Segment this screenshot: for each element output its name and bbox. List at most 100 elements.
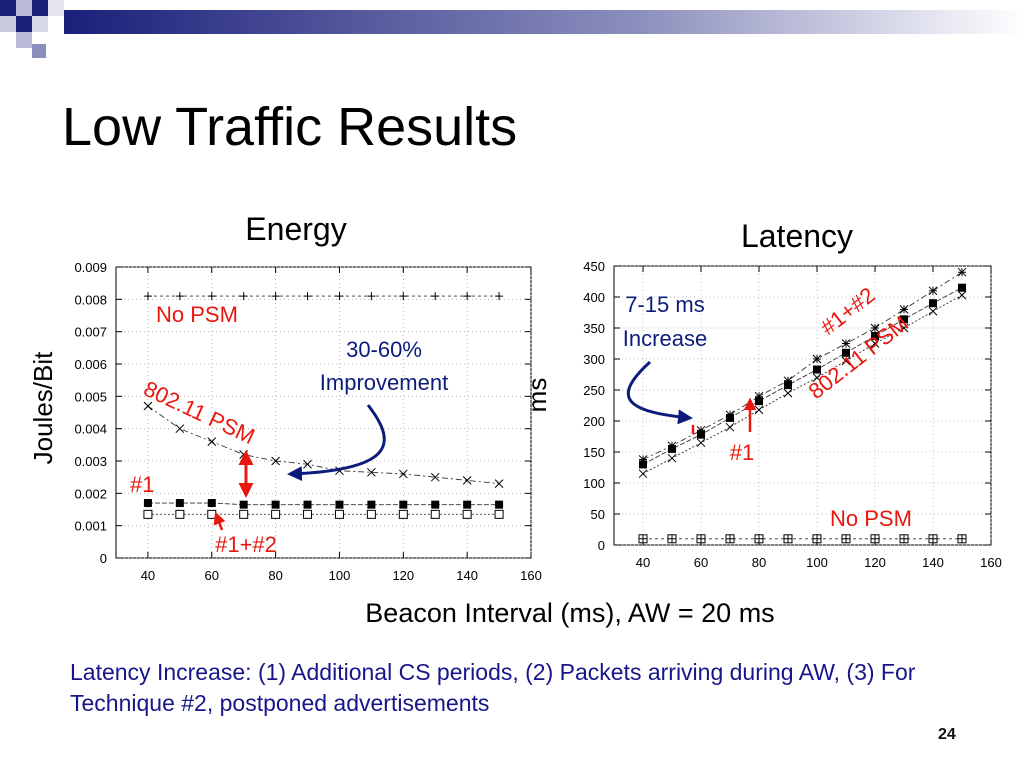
energy-y-tick-label: 0.008 <box>74 292 107 307</box>
energy-y-tick-label: 0.001 <box>74 519 107 534</box>
latency-point-802-11-psm <box>667 453 677 463</box>
latency-y-tick-label: 150 <box>583 445 605 460</box>
energy-point-no-psm <box>367 292 376 301</box>
latency-point-1-2 <box>754 391 764 401</box>
energy-point-1-2 <box>175 509 185 519</box>
energy-point-no-psm <box>495 292 504 301</box>
energy-x-tick-label: 40 <box>141 568 155 583</box>
improvement-label-line1: 30-60% <box>346 337 422 362</box>
latency-point-no-psm <box>696 534 706 544</box>
energy-point-1 <box>239 500 248 509</box>
latency-point-1 <box>958 283 966 292</box>
latency-point-1 <box>871 332 879 341</box>
energy-point-1-2 <box>366 509 376 519</box>
latency-x-tick-label: 140 <box>922 555 944 570</box>
energy-chart: Energy Joules/Bit 00.0010.0020.0030.0040… <box>28 211 542 583</box>
latency-point-1 <box>784 381 792 390</box>
energy-y-tick-label: 0.006 <box>74 357 107 372</box>
latency-point-no-psm <box>667 534 677 544</box>
corner-decoration <box>0 0 1024 58</box>
latency-x-tick-label: 100 <box>806 555 828 570</box>
latency-point-802-11-psm <box>725 422 735 432</box>
energy-plot-frame <box>115 266 532 559</box>
energy-series-line-1 <box>147 502 500 506</box>
energy-point-1 <box>303 500 312 509</box>
latency-point-1-2 <box>783 376 793 386</box>
slide-title: Low Traffic Results <box>62 97 518 157</box>
latency-point-802-11-psm <box>928 306 938 316</box>
energy-point-no-psm <box>399 292 408 301</box>
latency-point-1 <box>668 444 676 453</box>
energy-y-tick-label: 0.003 <box>74 454 107 469</box>
latency-y-tick-label: 350 <box>583 321 605 336</box>
latency-x-tick-label: 60 <box>694 555 708 570</box>
energy-point-1-2 <box>143 509 153 519</box>
energy-point-no-psm <box>303 292 312 301</box>
energy-point-1 <box>207 499 216 508</box>
energy-y-tick-label: 0.007 <box>74 325 107 340</box>
latency-point-802-11-psm <box>870 339 880 348</box>
latency-point-802-11-psm <box>812 373 822 382</box>
energy-point-1 <box>175 499 184 508</box>
energy-point-1-2 <box>207 509 217 519</box>
energy-y-tick-label: 0.005 <box>74 389 107 404</box>
latency-point-802-11-psm <box>754 405 764 415</box>
latency-series-line-1-2 <box>642 271 963 460</box>
latency-point-no-psm <box>754 534 764 544</box>
energy-x-tick-label: 60 <box>205 568 219 583</box>
footnote-text: Latency Increase: (1) Additional CS peri… <box>70 659 916 716</box>
charts-area: Energy Joules/Bit 00.0010.0020.0030.0040… <box>28 211 1002 583</box>
latency-point-1-2 <box>870 323 880 333</box>
latency-y-tick-label: 200 <box>583 414 605 429</box>
latency-point-1 <box>900 315 908 324</box>
latency-point-no-psm <box>841 534 851 544</box>
latency-point-1-2 <box>841 339 851 348</box>
energy-point-no-psm <box>463 292 472 301</box>
energy-point-1 <box>335 500 344 509</box>
energy-x-tick-label: 100 <box>329 568 351 583</box>
latency-point-no-psm <box>783 534 793 544</box>
latency-y-tick-label: 400 <box>583 290 605 305</box>
improvement-label-line2: Improvement <box>320 370 448 395</box>
energy-point-no-psm <box>143 292 152 301</box>
latency-y-tick-label: 450 <box>583 259 605 274</box>
latency-y-axis-label: ms <box>522 378 552 413</box>
energy-point-no-psm <box>175 292 184 301</box>
latency-point-1-2 <box>812 354 822 364</box>
energy-point-1-2 <box>239 509 249 519</box>
latency-n1-label: #1 <box>730 440 754 465</box>
energy-point-1-2 <box>462 509 472 519</box>
energy-x-tick-label: 120 <box>392 568 414 583</box>
energy-x-tick-label: 160 <box>520 568 542 583</box>
latency-point-802-11-psm <box>638 469 648 479</box>
energy-point-no-psm <box>271 292 280 301</box>
latency-point-no-psm <box>812 534 822 544</box>
energy-point-1-2 <box>334 509 344 519</box>
energy-y-tick-label: 0.009 <box>74 260 107 275</box>
energy-point-1-2 <box>494 509 504 519</box>
latency-point-no-psm <box>725 534 735 544</box>
latency-y-tick-label: 100 <box>583 476 605 491</box>
latency-point-no-psm <box>899 534 909 544</box>
latency-point-1 <box>813 365 821 374</box>
energy-point-802-11-psm <box>494 479 504 488</box>
energy-point-802-11-psm <box>271 456 280 466</box>
latency-point-1 <box>726 413 734 422</box>
increase-arrow <box>626 360 693 425</box>
latency-y-tick-label: 50 <box>591 507 605 522</box>
energy-point-802-11-psm <box>143 401 153 411</box>
energy-point-1 <box>399 500 408 509</box>
latency-point-1-2 <box>638 455 648 464</box>
energy-point-802-11-psm <box>367 467 376 477</box>
energy-no-psm-label: No PSM <box>156 302 238 327</box>
energy-point-1 <box>495 500 504 509</box>
energy-point-no-psm <box>207 292 216 301</box>
latency-series-line-1 <box>642 287 963 465</box>
latency-x-tick-label: 160 <box>980 555 1002 570</box>
latency-x-tick-label: 80 <box>752 555 766 570</box>
latency-point-802-11-psm <box>899 323 909 333</box>
latency-point-no-psm <box>957 534 967 544</box>
energy-point-no-psm <box>335 292 344 301</box>
energy-point-1-2 <box>430 509 440 519</box>
increase-label-line2: Increase <box>623 326 707 351</box>
